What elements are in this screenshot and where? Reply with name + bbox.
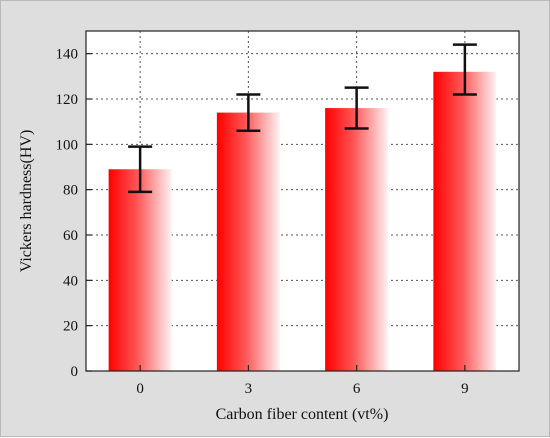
x-tick-label: 9 [461, 381, 469, 397]
y-tick-label: 120 [56, 92, 79, 108]
x-tick-label: 3 [245, 381, 253, 397]
bar-3 [216, 112, 280, 371]
error-bar-6 [344, 86, 369, 130]
y-tick-label: 60 [63, 228, 78, 244]
y-tick-label: 140 [56, 47, 79, 63]
error-bar-9 [452, 43, 477, 96]
x-tick-label: 6 [353, 381, 361, 397]
y-tick-label: 40 [63, 273, 78, 289]
error-bar-0 [128, 145, 153, 194]
y-tick-label: 80 [63, 183, 78, 199]
x-tick-label: 0 [136, 381, 144, 397]
error-bar-3 [236, 93, 261, 132]
bar-6 [325, 108, 389, 372]
error-bars [128, 43, 477, 194]
bar-0 [108, 169, 172, 371]
y-tick-label: 100 [56, 137, 79, 153]
x-axis-title: Carbon fiber content (vt%) [216, 406, 389, 423]
x-axis-ticks: 0 3 6 9 [136, 365, 469, 397]
y-tick-label: 0 [71, 364, 79, 380]
bar-9 [433, 71, 497, 372]
y-axis-ticks: 0 20 40 60 80 100 120 140 [56, 47, 92, 380]
y-axis-title: Vickers hardness(HV) [18, 130, 35, 273]
bars [108, 71, 497, 372]
y-tick-label: 20 [63, 319, 78, 335]
plot-border [85, 30, 520, 372]
